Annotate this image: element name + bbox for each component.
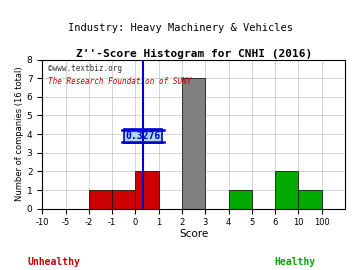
Bar bbox=[135, 171, 159, 209]
Text: Industry: Heavy Machinery & Vehicles: Industry: Heavy Machinery & Vehicles bbox=[68, 23, 292, 33]
Y-axis label: Number of companies (16 total): Number of companies (16 total) bbox=[15, 67, 24, 201]
Bar bbox=[275, 171, 298, 209]
Text: The Research Foundation of SUNY: The Research Foundation of SUNY bbox=[48, 77, 192, 86]
Text: Unhealthy: Unhealthy bbox=[28, 257, 80, 267]
Bar bbox=[112, 190, 135, 209]
Bar bbox=[182, 78, 205, 209]
Bar bbox=[89, 190, 112, 209]
Bar bbox=[298, 190, 322, 209]
Title: Z''-Score Histogram for CNHI (2016): Z''-Score Histogram for CNHI (2016) bbox=[76, 49, 312, 59]
Bar bbox=[229, 190, 252, 209]
Text: 0.3276: 0.3276 bbox=[125, 131, 161, 141]
Text: Healthy: Healthy bbox=[275, 257, 316, 267]
Text: ©www.textbiz.org: ©www.textbiz.org bbox=[48, 64, 122, 73]
X-axis label: Score: Score bbox=[179, 229, 208, 239]
